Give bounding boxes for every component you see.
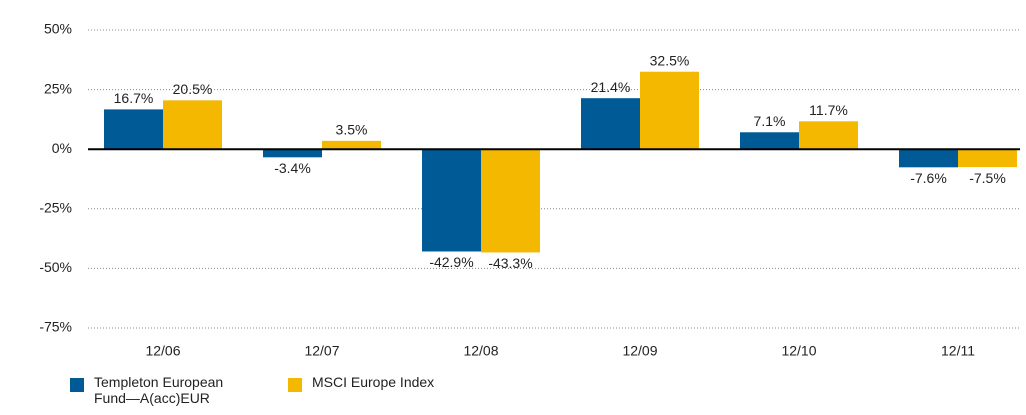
value-label: -3.4% [274, 160, 311, 176]
legend-label: MSCI Europe Index [312, 374, 435, 390]
x-tick-label: 12/09 [622, 343, 657, 359]
bar [581, 98, 640, 150]
bar [422, 149, 481, 252]
y-tick-label: -25% [39, 200, 72, 216]
value-label: -7.6% [910, 170, 947, 186]
bar [163, 100, 222, 150]
legend-item: MSCI Europe Index [288, 374, 508, 392]
legend-swatch [288, 378, 302, 392]
y-tick-label: 25% [44, 80, 72, 96]
x-tick-label: 12/10 [781, 343, 816, 359]
value-label: 32.5% [650, 52, 690, 68]
bar [104, 109, 163, 150]
value-label: -7.5% [969, 170, 1006, 186]
value-label: 11.7% [809, 102, 848, 118]
legend-label: Templeton European Fund—A(acc)EUR [94, 374, 224, 406]
legend-item: Templeton European Fund—A(acc)EUR [70, 374, 230, 406]
bar [958, 149, 1017, 168]
x-tick-label: 12/08 [463, 343, 498, 359]
value-label: 21.4% [591, 79, 631, 95]
bar [740, 132, 799, 150]
bar [263, 149, 322, 158]
y-tick-label: 50% [44, 21, 72, 37]
chart: 50% 25% 0% -25% -50% -75% 12/06 16.7% 20.5% 12/07… [39, 21, 1020, 359]
y-tick-label: -75% [39, 319, 72, 335]
y-tick-label: 0% [52, 140, 72, 156]
bar [640, 71, 699, 150]
bar [799, 121, 858, 150]
value-label: 20.5% [173, 81, 213, 97]
value-label: 16.7% [114, 90, 154, 106]
value-label: 7.1% [754, 113, 786, 129]
legend-swatch [70, 378, 84, 392]
value-label: -42.9% [429, 254, 473, 270]
bar [481, 149, 540, 253]
x-tick-label: 12/11 [941, 343, 975, 359]
y-tick-label: -50% [39, 259, 72, 275]
x-tick-label: 12/06 [145, 343, 180, 359]
bar [899, 149, 958, 168]
value-label: 3.5% [336, 122, 368, 138]
value-label: -43.3% [488, 255, 532, 271]
bar [322, 140, 381, 150]
x-tick-label: 12/07 [304, 343, 339, 359]
